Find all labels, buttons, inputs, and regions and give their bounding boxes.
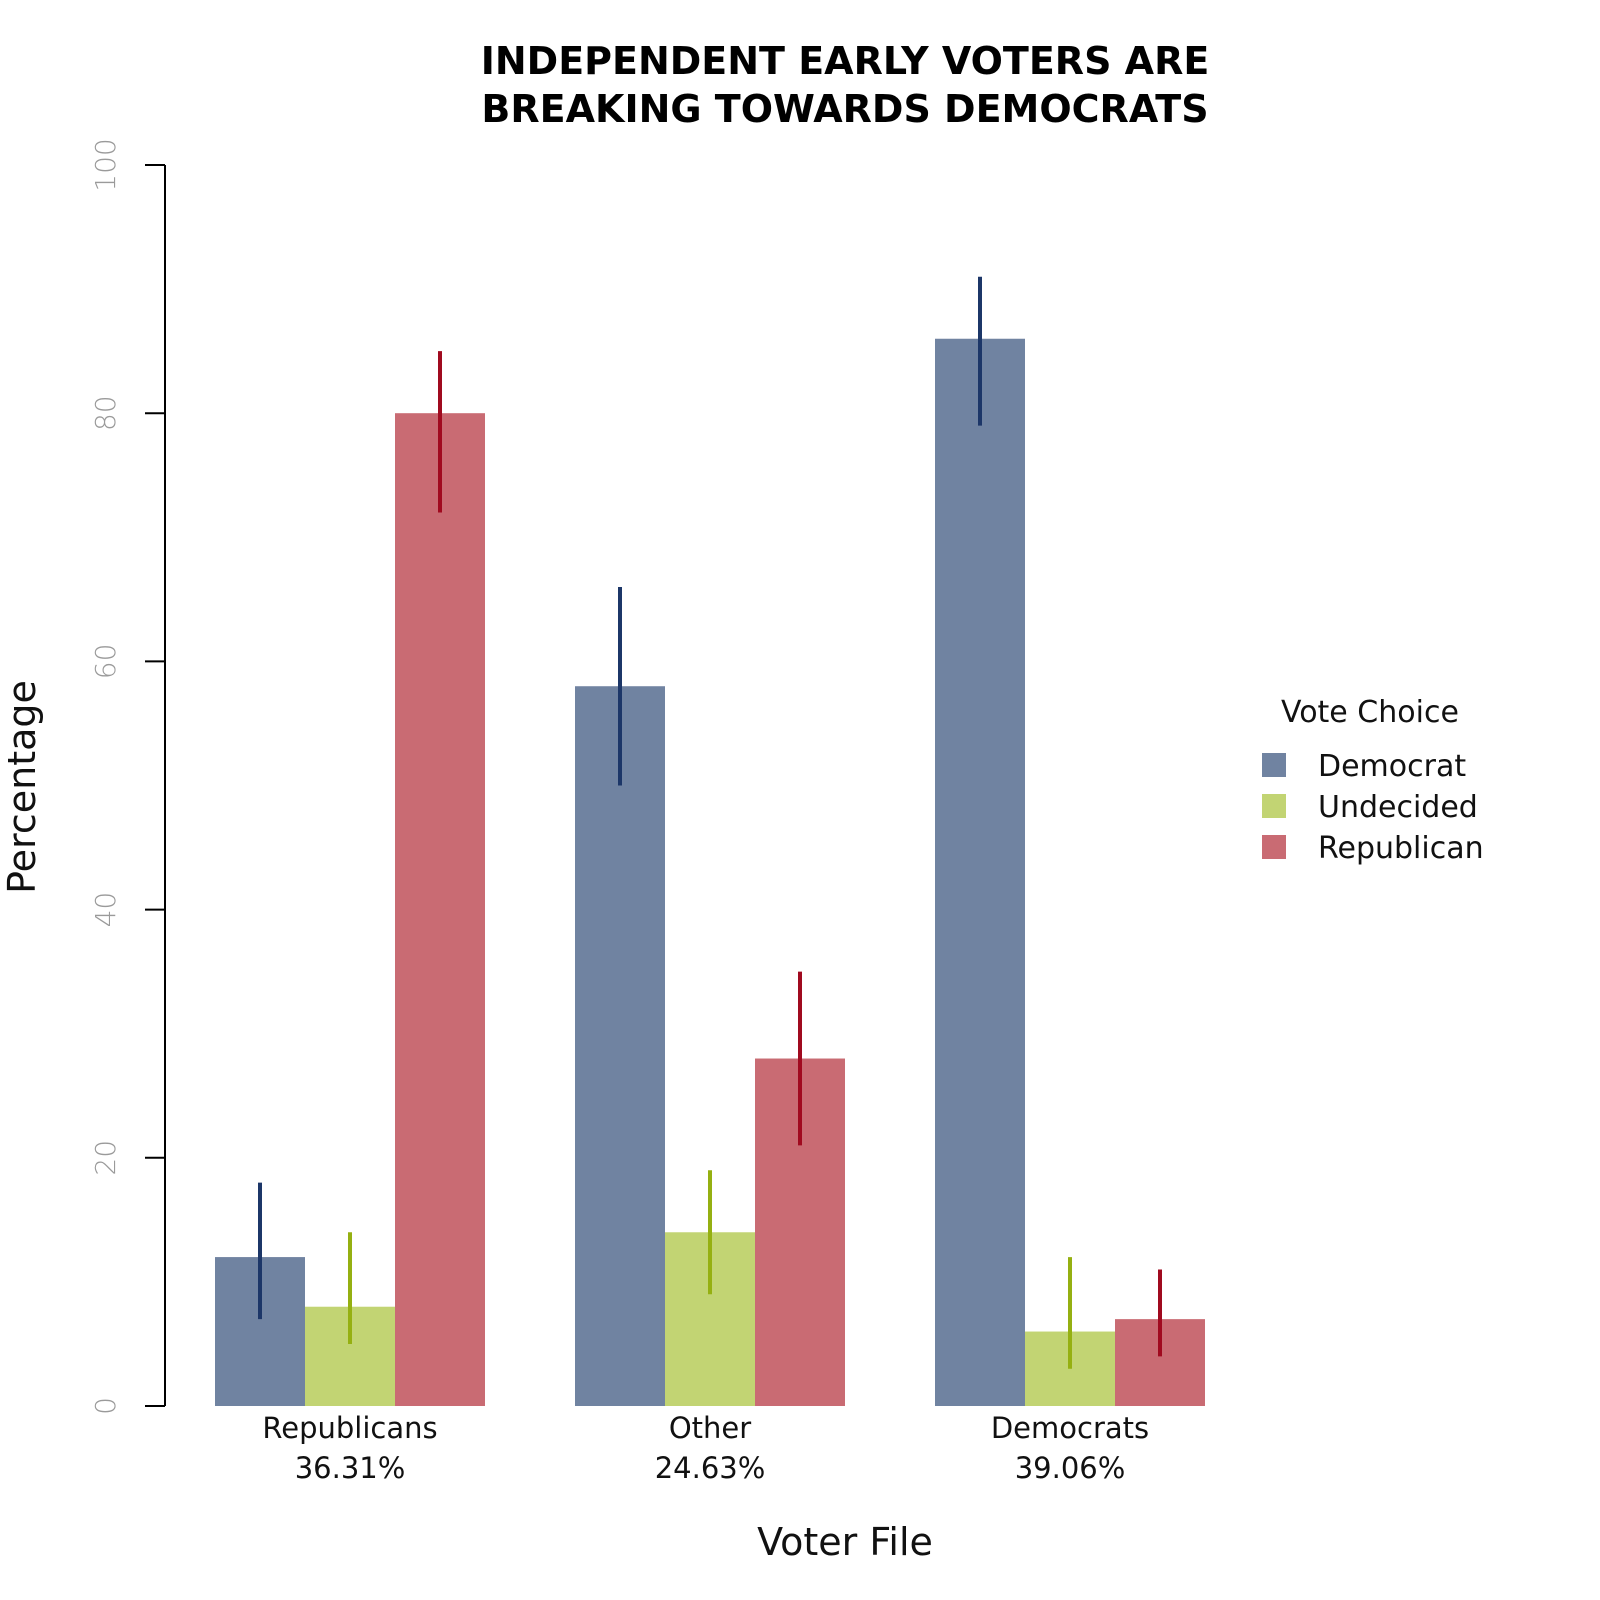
legend: Vote Choice Democrat Undecided Republican bbox=[1262, 695, 1484, 866]
y-tick-label: 40 bbox=[89, 892, 122, 928]
x-axis-title: Voter File bbox=[757, 1520, 933, 1564]
x-category-share: 36.31% bbox=[295, 1451, 406, 1485]
y-tick-label: 60 bbox=[89, 644, 122, 680]
legend-swatch-democrat bbox=[1262, 753, 1286, 777]
x-category-label: Other bbox=[669, 1411, 751, 1445]
legend-label-undecided: Undecided bbox=[1318, 790, 1478, 825]
y-tick-label: 80 bbox=[89, 395, 122, 431]
x-category-share: 24.63% bbox=[655, 1451, 766, 1485]
bar-republican-republicans bbox=[395, 413, 485, 1406]
y-axis-title: Percentage bbox=[0, 680, 44, 894]
y-tick-label: 20 bbox=[89, 1140, 122, 1176]
x-category-label: Republicans bbox=[262, 1411, 437, 1445]
legend-swatch-undecided bbox=[1262, 794, 1286, 818]
legend-label-democrat: Democrat bbox=[1318, 749, 1466, 784]
bar-democrat-other bbox=[575, 686, 665, 1406]
y-axis: 0 20 40 60 80 100 bbox=[89, 138, 166, 1415]
x-axis-labels: Republicans 36.31% Other 24.63% Democrats 39.… bbox=[262, 1411, 1149, 1485]
x-category-share: 39.06% bbox=[1015, 1451, 1126, 1485]
x-category-label: Democrats bbox=[991, 1411, 1149, 1445]
legend-title: Vote Choice bbox=[1281, 695, 1459, 730]
bars bbox=[215, 276, 1205, 1406]
legend-swatch-republican bbox=[1262, 835, 1286, 859]
y-tick-label: 0 bbox=[89, 1397, 122, 1415]
legend-label-republican: Republican bbox=[1318, 831, 1484, 866]
bar-democrat-democrats bbox=[935, 338, 1025, 1406]
y-tick-label: 100 bbox=[89, 138, 122, 191]
chart-title-line-1: INDEPENDENT EARLY VOTERS ARE bbox=[481, 39, 1210, 83]
chart-title-line-2: BREAKING TOWARDS DEMOCRATS bbox=[481, 87, 1208, 131]
